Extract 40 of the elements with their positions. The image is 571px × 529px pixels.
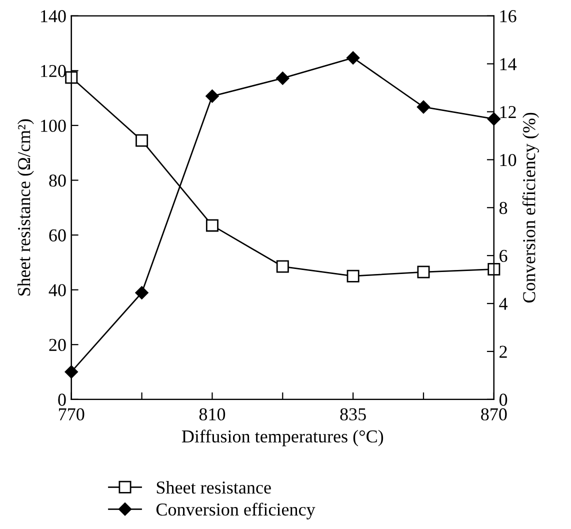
y2-axis-title: Conversion efficiency (%) — [522, 112, 539, 302]
y-tick-label: 80 — [49, 174, 66, 187]
y-axis-title: Sheet resistance (Ω/cm²) — [18, 119, 34, 296]
point — [135, 286, 148, 300]
y2-tick-label: 2 — [500, 346, 507, 358]
y2-tick-label: 0 — [499, 394, 508, 406]
legend-label: Conversion efficiency — [156, 502, 316, 520]
point — [417, 266, 430, 278]
y-tick-label: 120 — [41, 64, 66, 78]
x-tick-label: 870 — [481, 408, 507, 420]
point — [346, 51, 360, 64]
y-tick-label: 140 — [41, 10, 66, 22]
point — [276, 72, 290, 85]
y2-tick-label: 8 — [499, 202, 508, 214]
point — [136, 134, 148, 147]
point — [206, 219, 218, 232]
point — [416, 100, 430, 114]
point — [346, 270, 360, 282]
point — [488, 263, 500, 276]
y2-tick-label: 6 — [500, 250, 508, 262]
point — [276, 260, 289, 273]
x-tick-label: 835 — [340, 408, 366, 420]
y-tick-label: 0 — [58, 394, 66, 406]
y2-tick-label: 12 — [500, 106, 516, 118]
x-tick-label: 810 — [199, 408, 226, 420]
point — [64, 365, 78, 378]
legend-label: Sheet resistance — [156, 480, 271, 494]
y-tick-label: 100 — [41, 120, 66, 132]
x-tick-label: 770 — [59, 408, 84, 420]
point — [65, 71, 78, 84]
point — [206, 90, 219, 103]
y2-tick-label: 14 — [500, 58, 517, 70]
y-tick-label: 40 — [48, 284, 66, 296]
x-axis-title: Diffusion temperatures (°C) — [182, 430, 384, 446]
point — [487, 112, 501, 126]
y2-tick-label: 16 — [500, 10, 516, 22]
y2-tick-label: 4 — [499, 298, 508, 310]
y-tick-label: 60 — [49, 229, 66, 242]
y2-tick-label: 10 — [500, 154, 516, 166]
y-tick-label: 20 — [49, 338, 66, 352]
